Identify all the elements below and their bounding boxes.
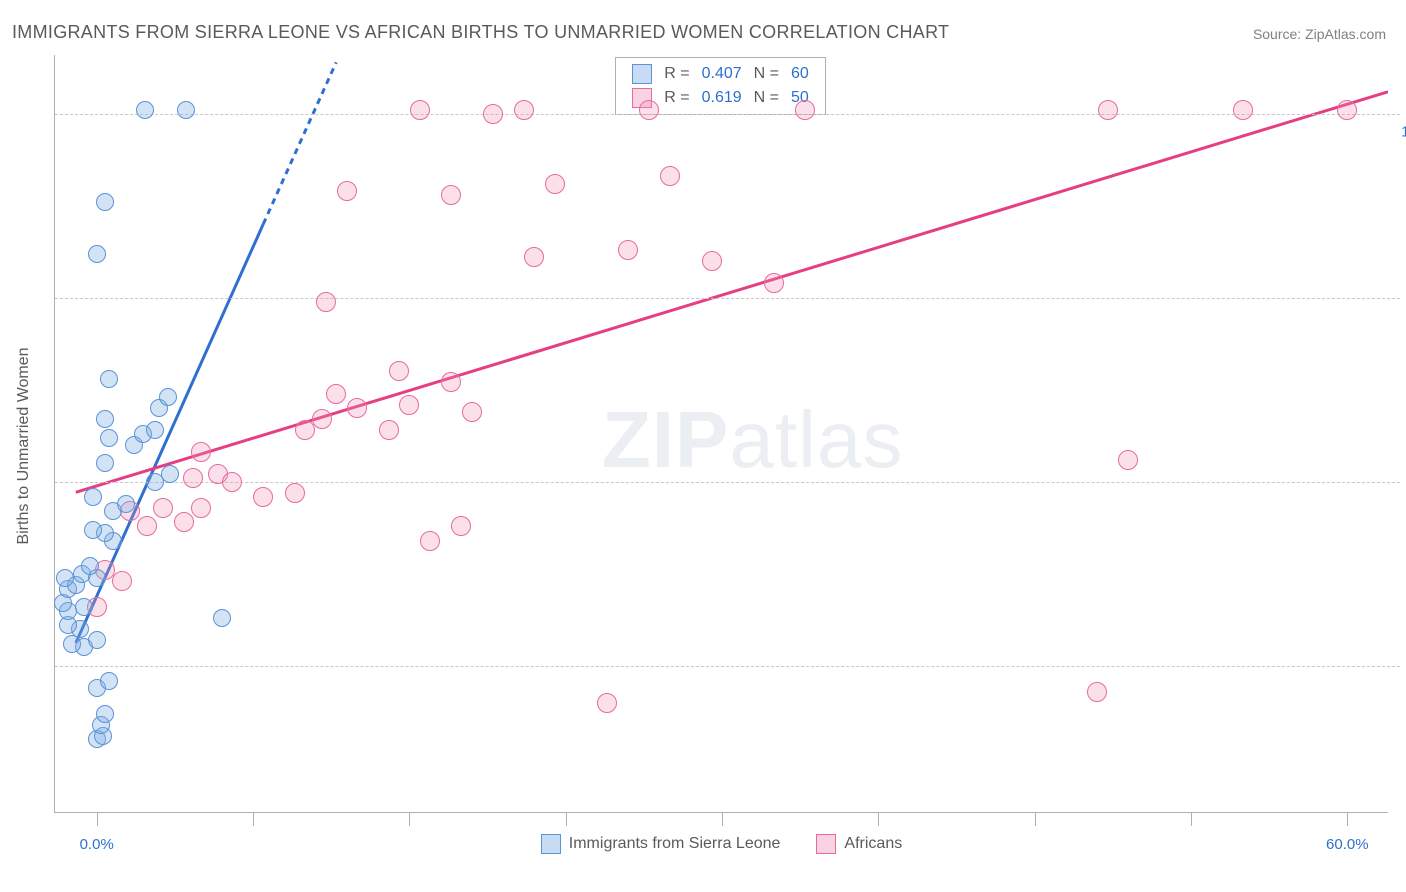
x-tick <box>722 812 723 826</box>
data-point-pink <box>312 409 332 429</box>
data-point-pink <box>285 483 305 503</box>
data-point-pink <box>191 442 211 462</box>
data-point-blue <box>81 557 99 575</box>
data-point-blue <box>96 410 114 428</box>
x-tick <box>97 812 98 826</box>
data-point-blue <box>88 245 106 263</box>
data-point-pink <box>253 487 273 507</box>
x-tick <box>1191 812 1192 826</box>
legend-r-value: 0.619 <box>696 86 748 110</box>
legend-swatch-blue <box>632 64 652 84</box>
y-tick-label: 25.0% <box>1394 675 1406 692</box>
data-point-pink <box>597 693 617 713</box>
data-point-pink <box>389 361 409 381</box>
data-point-pink <box>514 100 534 120</box>
legend-n-label: N = <box>748 62 785 86</box>
y-tick-label: 50.0% <box>1394 491 1406 508</box>
data-point-pink <box>222 472 242 492</box>
data-point-pink <box>420 531 440 551</box>
data-point-blue <box>100 672 118 690</box>
gridline-h <box>55 666 1400 667</box>
data-point-pink <box>112 571 132 591</box>
data-point-pink <box>183 468 203 488</box>
data-point-pink <box>153 498 173 518</box>
y-axis-label: Births to Unmarried Women <box>15 347 33 544</box>
legend-row-blue: R =0.407N =60 <box>626 62 815 86</box>
source-label: Source: ZipAtlas.com <box>1253 26 1386 42</box>
data-point-pink <box>524 247 544 267</box>
data-point-pink <box>347 398 367 418</box>
data-point-pink <box>137 516 157 536</box>
data-point-blue <box>84 521 102 539</box>
data-point-pink <box>1087 682 1107 702</box>
gridline-h <box>55 114 1400 115</box>
data-point-blue <box>159 388 177 406</box>
legend-r-label: R = <box>658 62 695 86</box>
data-point-blue <box>84 488 102 506</box>
data-point-blue <box>96 705 114 723</box>
x-tick <box>878 812 879 826</box>
x-tick-label: 0.0% <box>80 836 114 853</box>
data-point-pink <box>764 273 784 293</box>
data-point-blue <box>56 569 74 587</box>
watermark-rest: atlas <box>729 395 903 484</box>
trend-lines-layer <box>55 55 1388 812</box>
gridline-h <box>55 298 1400 299</box>
data-point-pink <box>660 166 680 186</box>
y-tick-label: 100.0% <box>1394 123 1406 140</box>
data-point-blue <box>146 421 164 439</box>
data-point-pink <box>326 384 346 404</box>
data-point-pink <box>483 104 503 124</box>
watermark-bold: ZIP <box>602 395 729 484</box>
trend-line <box>76 92 1388 493</box>
legend-r-value: 0.407 <box>696 62 748 86</box>
data-point-pink <box>316 292 336 312</box>
data-point-pink <box>379 420 399 440</box>
data-point-pink <box>441 372 461 392</box>
legend-n-label: N = <box>748 86 785 110</box>
x-tick <box>409 812 410 826</box>
gridline-h <box>55 482 1400 483</box>
data-point-pink <box>451 516 471 536</box>
legend-r-label: R = <box>658 86 695 110</box>
data-point-blue <box>177 101 195 119</box>
data-point-pink <box>702 251 722 271</box>
x-tick-label: 60.0% <box>1326 836 1369 853</box>
data-point-pink <box>462 402 482 422</box>
data-point-pink <box>191 498 211 518</box>
x-tick <box>1035 812 1036 826</box>
data-point-pink <box>410 100 430 120</box>
data-point-blue <box>213 609 231 627</box>
plot-area: ZIPatlas R =0.407N =60R =0.619N =50 Immi… <box>54 55 1388 813</box>
watermark: ZIPatlas <box>602 394 903 486</box>
data-point-pink <box>1233 100 1253 120</box>
data-point-pink <box>618 240 638 260</box>
trend-line <box>263 62 336 224</box>
data-point-pink <box>441 185 461 205</box>
data-point-pink <box>545 174 565 194</box>
y-tick-label: 75.0% <box>1394 307 1406 324</box>
data-point-blue <box>100 370 118 388</box>
data-point-blue <box>117 495 135 513</box>
data-point-pink <box>399 395 419 415</box>
x-tick <box>566 812 567 826</box>
data-point-blue <box>96 454 114 472</box>
data-point-blue <box>88 631 106 649</box>
data-point-blue <box>136 101 154 119</box>
data-point-pink <box>639 100 659 120</box>
data-point-pink <box>1098 100 1118 120</box>
x-tick <box>1347 812 1348 826</box>
data-point-blue <box>100 429 118 447</box>
chart-title: IMMIGRANTS FROM SIERRA LEONE VS AFRICAN … <box>12 22 949 43</box>
data-point-pink <box>174 512 194 532</box>
data-point-pink <box>1337 100 1357 120</box>
data-point-pink <box>1118 450 1138 470</box>
data-point-pink <box>337 181 357 201</box>
data-point-blue <box>96 193 114 211</box>
data-point-pink <box>795 100 815 120</box>
data-point-blue <box>75 598 93 616</box>
data-point-blue <box>161 465 179 483</box>
legend-n-value: 60 <box>785 62 815 86</box>
x-tick <box>253 812 254 826</box>
